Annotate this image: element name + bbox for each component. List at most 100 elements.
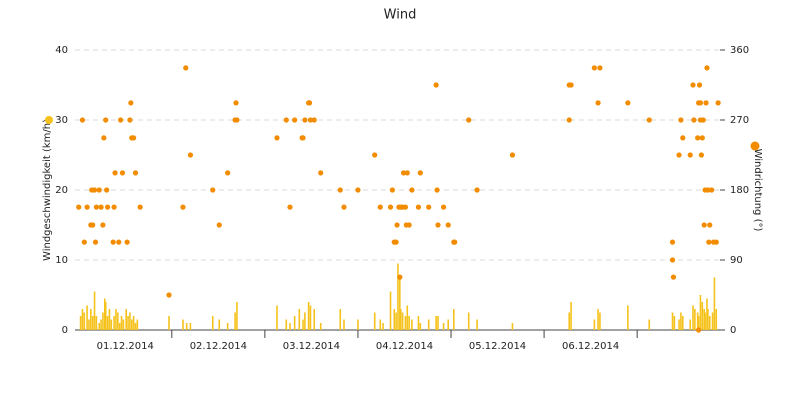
point <box>676 152 682 158</box>
point <box>91 187 98 193</box>
bar <box>593 319 596 330</box>
bar <box>599 312 601 330</box>
bar <box>100 319 102 330</box>
point <box>128 100 134 106</box>
point <box>90 222 96 228</box>
point <box>377 204 383 210</box>
y-axis-title: Windgeschwindigkeit (km/h) <box>42 119 53 261</box>
x-tick-label: 05.12.2014 <box>469 341 526 352</box>
bar <box>90 309 92 330</box>
point <box>678 117 684 123</box>
bar <box>132 316 135 330</box>
point <box>696 82 703 88</box>
bar <box>467 312 470 330</box>
point <box>311 117 317 123</box>
point <box>318 170 324 176</box>
point <box>509 152 516 158</box>
x-tick-label: 03.12.2014 <box>283 341 340 352</box>
point <box>695 135 701 141</box>
point <box>119 170 126 176</box>
bar <box>86 305 88 330</box>
point <box>389 187 395 193</box>
point <box>690 82 696 88</box>
point <box>79 117 86 123</box>
bar <box>83 312 86 330</box>
bar <box>134 323 137 330</box>
point <box>93 204 100 210</box>
bar <box>648 319 651 330</box>
point <box>287 204 293 210</box>
bar <box>419 323 422 330</box>
bar <box>93 291 96 330</box>
point <box>409 187 415 193</box>
bar <box>185 323 188 330</box>
point <box>132 170 139 176</box>
bar <box>694 309 696 330</box>
bar <box>127 316 129 330</box>
bar <box>108 309 111 330</box>
point <box>404 170 410 176</box>
point <box>306 100 313 106</box>
point <box>433 82 439 88</box>
bar <box>298 309 301 330</box>
bar <box>568 312 571 330</box>
x-tick-label: 06.12.2014 <box>562 341 619 352</box>
point <box>111 204 117 210</box>
point <box>452 239 458 245</box>
y2-tick-label: 270 <box>730 115 749 126</box>
point <box>434 187 440 193</box>
y2-tick-label: 360 <box>730 45 749 56</box>
point <box>112 170 118 176</box>
y-tick-label: 10 <box>55 255 68 266</box>
bar <box>703 309 705 330</box>
point <box>292 117 298 123</box>
bar <box>343 319 345 330</box>
bar <box>692 305 694 330</box>
bar <box>103 298 106 330</box>
bar <box>136 319 139 330</box>
bar <box>417 316 420 330</box>
point <box>131 135 137 141</box>
bar <box>401 312 404 330</box>
point <box>274 135 280 141</box>
y-tick-label: 0 <box>62 325 68 336</box>
bar <box>339 309 342 330</box>
point <box>568 82 574 88</box>
bar <box>435 316 437 330</box>
bar <box>285 319 288 330</box>
x-tick-label: 02.12.2014 <box>190 341 247 352</box>
bar <box>236 302 238 330</box>
point <box>166 292 172 298</box>
point <box>691 117 697 123</box>
point <box>591 65 597 71</box>
point <box>341 204 347 210</box>
point <box>104 204 111 210</box>
point <box>283 117 289 123</box>
point <box>707 222 713 228</box>
point <box>110 239 116 245</box>
bar <box>453 309 455 330</box>
bar <box>406 305 409 330</box>
bar <box>382 323 384 330</box>
bar <box>118 323 121 330</box>
bar <box>113 316 115 330</box>
bar <box>437 316 439 330</box>
point <box>400 170 407 176</box>
bar <box>307 302 310 330</box>
bar <box>276 305 278 330</box>
chart-title: Wind <box>384 8 417 23</box>
point <box>233 100 239 106</box>
bar <box>711 312 714 330</box>
bar <box>91 316 94 330</box>
point <box>307 117 314 123</box>
bar <box>442 323 445 330</box>
bar <box>110 319 113 330</box>
point <box>687 152 693 158</box>
bar <box>115 309 117 330</box>
point <box>92 239 99 245</box>
y-tick-label: 40 <box>55 45 68 56</box>
bar <box>597 309 599 330</box>
point <box>706 239 712 245</box>
point <box>680 135 686 141</box>
point <box>669 257 676 263</box>
